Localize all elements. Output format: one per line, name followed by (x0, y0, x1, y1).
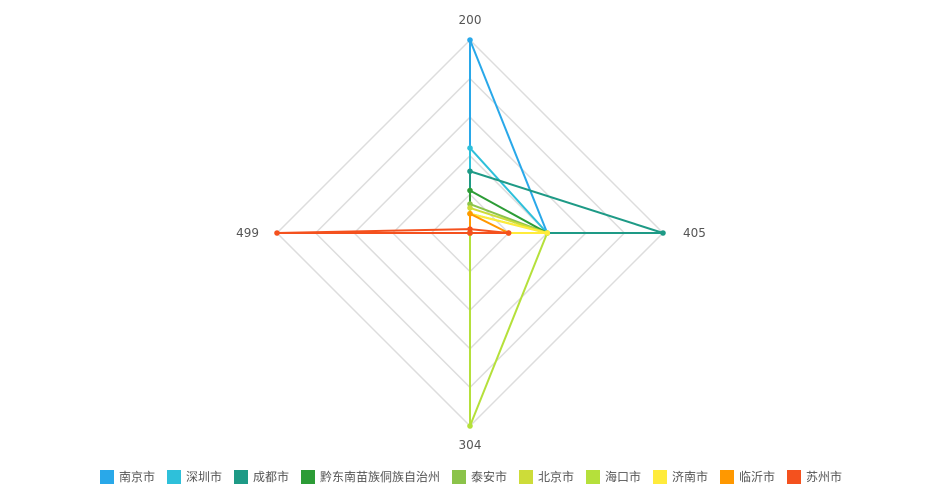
series-line[interactable] (276, 228, 510, 234)
series-group[interactable] (467, 37, 550, 236)
data-point[interactable] (467, 210, 473, 217)
indicator-label: 499 (236, 226, 259, 240)
legend-label: 南京市 (119, 469, 155, 484)
legend-label: 成都市 (253, 469, 289, 484)
legend-label: 黔东南苗族侗族自治州 (320, 469, 440, 484)
legend-label: 泰安市 (471, 469, 507, 484)
data-point[interactable] (467, 201, 473, 207)
legend-item[interactable]: 苏州市 (787, 469, 842, 484)
data-point[interactable] (467, 145, 473, 151)
legend-item[interactable]: 临沂市 (720, 469, 775, 484)
legend-item[interactable]: 成都市 (234, 469, 289, 484)
data-point[interactable] (505, 230, 512, 236)
legend: 南京市 深圳市 成都市 黔东南苗族侗族自治州 泰安市 北京市 海口市 济南市 临沂市 苏州市 (100, 469, 842, 484)
legend-swatch (100, 470, 114, 484)
data-point[interactable] (467, 168, 473, 175)
legend-label: 海口市 (605, 469, 641, 484)
indicator-label: 200 (459, 13, 482, 27)
series-layer (274, 37, 666, 429)
legend-label: 临沂市 (739, 469, 775, 484)
legend-item[interactable]: 北京市 (519, 469, 574, 484)
legend-swatch (586, 470, 600, 484)
series-line[interactable] (469, 39, 549, 234)
indicator-label: 405 (683, 226, 706, 240)
data-point[interactable] (467, 37, 473, 43)
legend-item[interactable]: 黔东南苗族侗族自治州 (301, 469, 440, 484)
data-point[interactable] (467, 230, 473, 236)
data-point[interactable] (544, 230, 550, 236)
legend-swatch (787, 470, 801, 484)
legend-label: 深圳市 (186, 469, 222, 484)
legend-swatch (720, 470, 734, 484)
legend-swatch (653, 470, 667, 484)
data-point[interactable] (467, 423, 473, 429)
legend-item[interactable]: 深圳市 (167, 469, 222, 484)
indicator-label: 304 (459, 438, 482, 452)
legend-swatch (301, 470, 315, 484)
legend-label: 济南市 (672, 469, 708, 484)
legend-item[interactable]: 泰安市 (452, 469, 507, 484)
legend-item[interactable]: 南京市 (100, 469, 155, 484)
legend-item[interactable]: 海口市 (586, 469, 641, 484)
series-group[interactable] (467, 145, 550, 236)
series-group[interactable] (274, 226, 512, 236)
data-point[interactable] (274, 230, 280, 236)
legend-swatch (519, 470, 533, 484)
legend-swatch (452, 470, 466, 484)
data-point[interactable] (467, 226, 473, 232)
indicator-labels: 200 405 304 499 (236, 13, 706, 452)
legend-label: 北京市 (538, 469, 574, 484)
legend-item[interactable]: 济南市 (653, 469, 708, 484)
data-point[interactable] (660, 230, 666, 236)
legend-swatch (234, 470, 248, 484)
data-point[interactable] (467, 205, 473, 211)
legend-swatch (167, 470, 181, 484)
legend-label: 苏州市 (806, 469, 842, 484)
data-point[interactable] (467, 187, 473, 194)
